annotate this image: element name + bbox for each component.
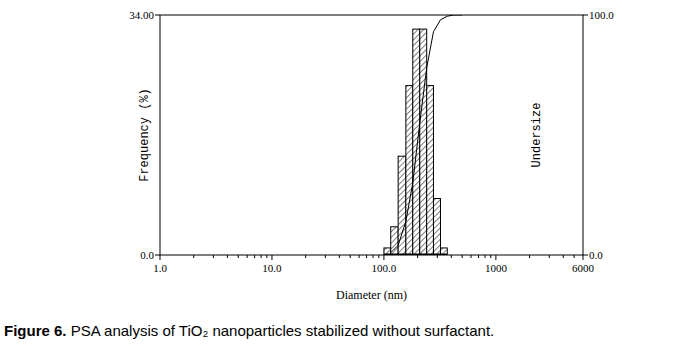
- y2-tick: [583, 255, 588, 256]
- undersize-curve: [391, 15, 462, 253]
- x-minor-tick: [451, 255, 452, 258]
- x-minor-tick: [350, 255, 351, 258]
- x-tick-label: 1000: [485, 262, 508, 274]
- histogram-bar: [391, 227, 398, 255]
- x-minor-tick: [373, 255, 374, 258]
- histogram-bar: [427, 86, 434, 255]
- x-tick-label: 1.0: [153, 262, 167, 274]
- x-minor-tick: [325, 255, 326, 258]
- x-tick: [383, 255, 384, 260]
- x-tick: [583, 255, 584, 260]
- x-tick-label: 100.0: [372, 262, 397, 274]
- x-minor-tick: [193, 255, 194, 258]
- x-minor-tick: [339, 255, 340, 258]
- x-minor-tick: [462, 255, 463, 258]
- y-axis-label: Frequency (%): [138, 88, 152, 182]
- x-minor-tick: [490, 255, 491, 258]
- x-minor-tick: [266, 255, 267, 258]
- x-minor-tick: [563, 255, 564, 258]
- histogram-bar: [406, 86, 413, 255]
- y2-tick: [583, 15, 588, 16]
- caption-text: PSA analysis of TiO₂ nanoparticles stabi…: [67, 322, 495, 339]
- x-minor-tick: [378, 255, 379, 258]
- caption-label: Figure 6.: [4, 322, 67, 339]
- x-minor-tick: [417, 255, 418, 258]
- x-minor-tick: [305, 255, 306, 258]
- bar-baseline: [384, 254, 447, 256]
- x-minor-tick: [574, 255, 575, 258]
- x-minor-tick: [359, 255, 360, 258]
- y2-tick-label: 100.0: [589, 9, 614, 21]
- histogram-bar: [413, 29, 420, 255]
- caption: Figure 6. PSA analysis of TiO₂ nanoparti…: [4, 322, 494, 339]
- x-minor-tick: [213, 255, 214, 258]
- x-minor-tick: [254, 255, 255, 258]
- x-minor-tick: [238, 255, 239, 258]
- chart: 1.010.0100.0100060000.034.000.0100.0Diam…: [0, 0, 686, 346]
- x-minor-tick: [437, 255, 438, 258]
- x-minor-tick: [529, 255, 530, 258]
- x-minor-tick: [227, 255, 228, 258]
- x-minor-tick: [247, 255, 248, 258]
- x-tick-label: 6000: [572, 262, 595, 274]
- histogram-bar: [420, 29, 427, 255]
- x-tick-label: 10.0: [262, 262, 282, 274]
- y-tick-label: 34.00: [129, 9, 154, 21]
- plot-frame: [160, 15, 583, 255]
- x-minor-tick: [549, 255, 550, 258]
- y-tick-label: 0.0: [140, 249, 154, 261]
- x-tick: [160, 255, 161, 260]
- plot-area: [384, 15, 462, 255]
- x-axis-label: Diameter (nm): [336, 288, 407, 302]
- x-minor-tick: [485, 255, 486, 258]
- y-tick: [155, 255, 160, 256]
- x-minor-tick: [478, 255, 479, 258]
- x-minor-tick: [366, 255, 367, 258]
- x-minor-tick: [471, 255, 472, 258]
- histogram-bar: [433, 199, 440, 255]
- x-tick: [271, 255, 272, 260]
- y2-axis-label: Undersize: [530, 103, 544, 168]
- x-minor-tick: [261, 255, 262, 258]
- y-tick: [155, 15, 160, 16]
- x-tick: [495, 255, 496, 260]
- y2-tick-label: 0.0: [589, 249, 603, 261]
